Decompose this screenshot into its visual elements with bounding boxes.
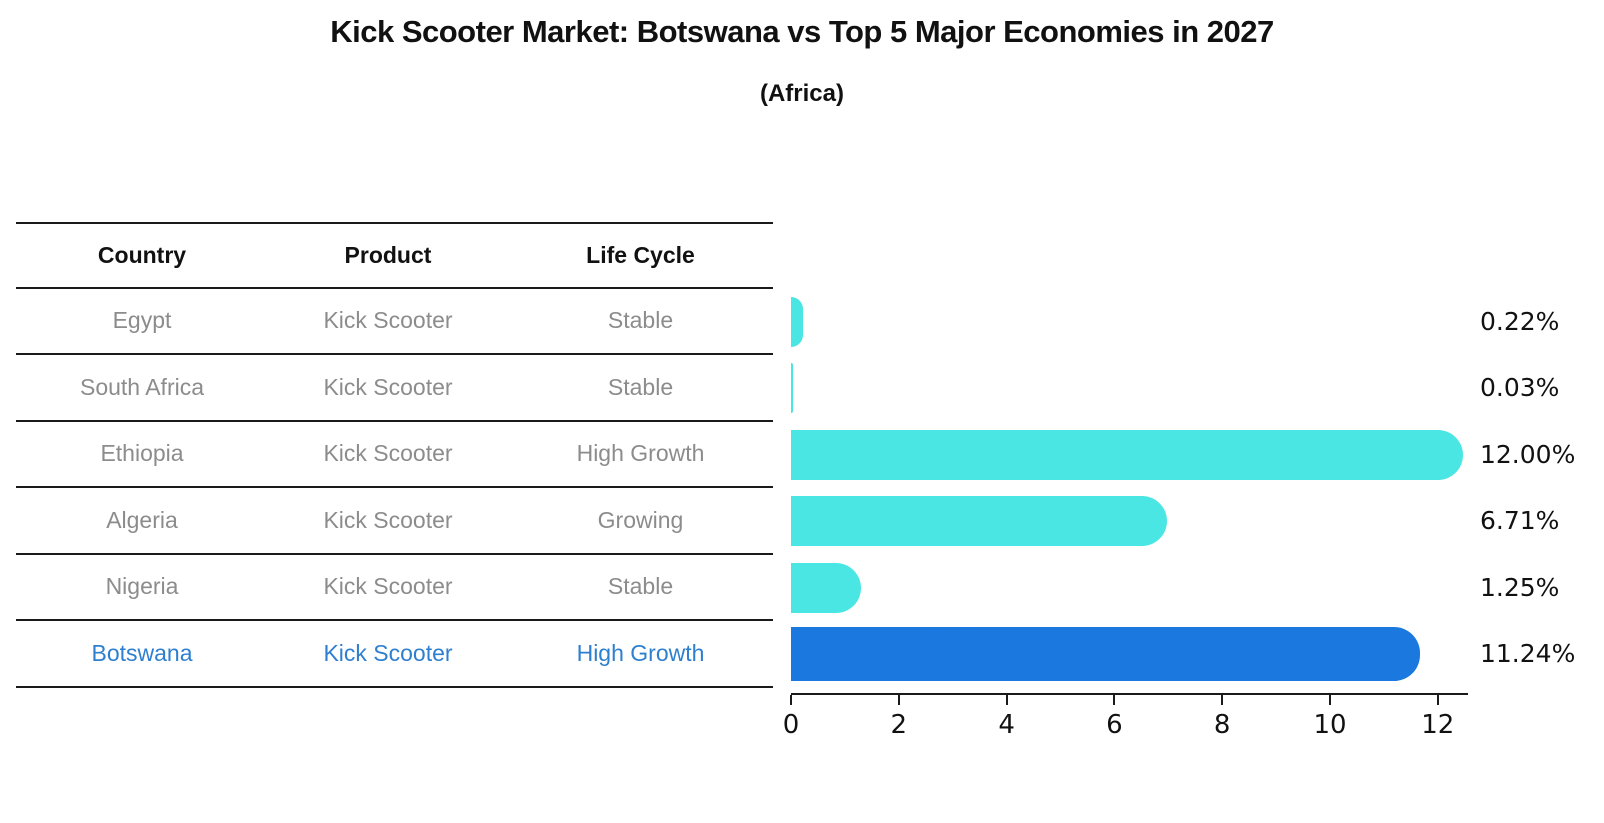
chart-title: Kick Scooter Market: Botswana vs Top 5 M… — [330, 14, 1274, 49]
cell-life-cycle: Stable — [607, 373, 674, 400]
cell-life-cycle: Stable — [607, 307, 674, 334]
x-tick-6 — [1113, 695, 1116, 705]
table-header-row: Country Product Life Cycle — [16, 222, 773, 289]
value-label-egypt: 0.22% — [1480, 306, 1560, 336]
column-header-country: Country — [97, 241, 187, 268]
x-tick-label-8: 8 — [1213, 710, 1231, 740]
x-tick-0 — [790, 695, 792, 705]
value-label-algeria: 6.71% — [1480, 506, 1560, 536]
country-table: Country Product Life Cycle Egypt Kick Sc… — [16, 222, 773, 688]
cell-product: Kick Scooter — [323, 373, 453, 400]
table-row-egypt: Egypt Kick Scooter Stable — [16, 289, 773, 355]
x-tick-label-2: 2 — [890, 710, 908, 740]
value-label-ethiopia: 12.00% — [1480, 439, 1576, 469]
value-label-nigeria: 1.25% — [1480, 572, 1560, 602]
x-axis-line — [791, 693, 1468, 695]
x-tick-label-10: 10 — [1313, 710, 1347, 740]
cell-country: Ethiopia — [100, 440, 184, 467]
table-row-ethiopia: Ethiopia Kick Scooter High Growth — [16, 422, 773, 488]
cell-product: Kick Scooter — [323, 506, 453, 533]
x-tick-12 — [1436, 695, 1439, 705]
cell-product: Kick Scooter — [323, 307, 453, 334]
cell-product: Kick Scooter — [323, 573, 453, 600]
x-tick-label-4: 4 — [998, 710, 1015, 740]
cell-country: Botswana — [91, 639, 193, 666]
x-tick-label-0: 0 — [782, 710, 800, 740]
x-tick-2 — [897, 695, 900, 705]
cell-life-cycle: High Growth — [576, 639, 705, 666]
bar-nigeria — [791, 562, 861, 613]
chart-subtitle: (Africa) — [759, 80, 844, 107]
x-tick-label-6: 6 — [1106, 710, 1123, 740]
cell-product: Kick Scooter — [323, 639, 453, 666]
table-body: Egypt Kick Scooter Stable South Africa K… — [16, 289, 773, 688]
bar-egypt — [791, 296, 804, 347]
bar-south-africa — [791, 363, 793, 414]
value-label-botswana: 11.24% — [1480, 639, 1576, 669]
cell-country: South Africa — [79, 373, 205, 400]
table-row-algeria: Algeria Kick Scooter Growing — [16, 488, 773, 555]
table-row-south-africa: South Africa Kick Scooter Stable — [16, 355, 773, 422]
x-tick-8 — [1221, 695, 1224, 705]
value-label-south-africa: 0.03% — [1480, 373, 1560, 403]
cell-country: Egypt — [112, 307, 172, 334]
cell-product: Kick Scooter — [323, 440, 453, 467]
cell-life-cycle: High Growth — [576, 440, 705, 467]
bar-algeria — [791, 496, 1167, 547]
bar-ethiopia — [791, 429, 1463, 480]
column-header-product: Product — [344, 241, 432, 268]
cell-life-cycle: Growing — [597, 506, 684, 533]
x-tick-label-12: 12 — [1421, 710, 1455, 740]
cell-life-cycle: Stable — [607, 573, 674, 600]
table-row-botswana: Botswana Kick Scooter High Growth — [16, 621, 773, 688]
x-tick-10 — [1329, 695, 1331, 705]
cell-country: Algeria — [106, 506, 178, 533]
bar-botswana — [791, 627, 1421, 682]
column-header-life-cycle: Life Cycle — [586, 241, 695, 268]
x-tick-4 — [1005, 695, 1008, 705]
cell-country: Nigeria — [105, 573, 179, 600]
table-row-nigeria: Nigeria Kick Scooter Stable — [16, 555, 773, 621]
